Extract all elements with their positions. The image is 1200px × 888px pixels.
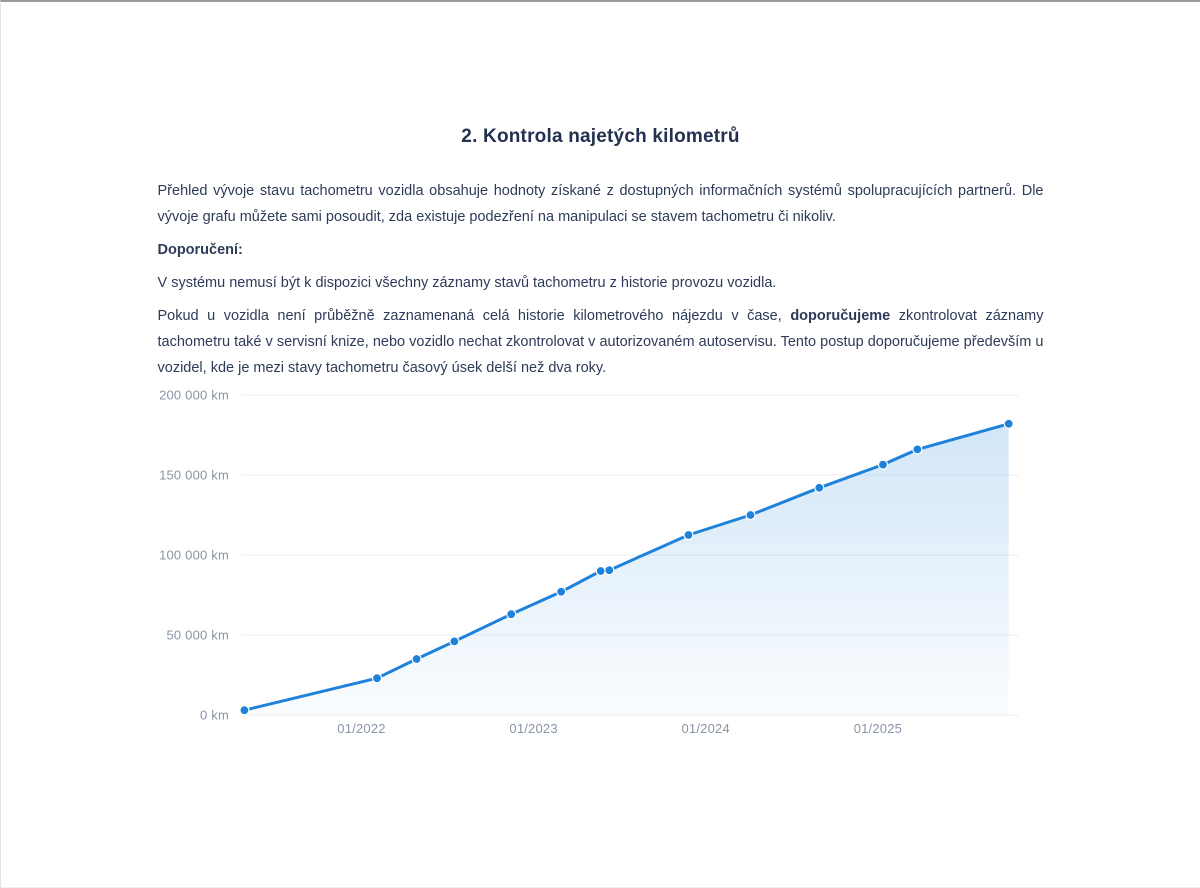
advice-paragraph: Pokud u vozidla není průběžně zaznamenan… bbox=[158, 303, 1044, 381]
data-point: 05/2023: 90000 km bbox=[595, 565, 606, 577]
y-axis-tick-label: 50 000 km bbox=[166, 628, 229, 643]
data-point: 07/2022: 46000 km bbox=[448, 636, 459, 647]
advice-text-2: zkontrolovat záznamy tachometru také v s… bbox=[157, 308, 1044, 376]
section-title: 2. Kontrola najetých kilometrů bbox=[461, 126, 740, 147]
data-point: 04/2022: 35000 km bbox=[411, 653, 422, 665]
odometer-history-chart: 0 km 50 000 km 100 000 km 150 000 km 200 000… bbox=[151, 388, 1044, 753]
data-point: 08/2024: 142000 km bbox=[813, 482, 824, 493]
data-point: 02/2022: 23000 km bbox=[371, 673, 382, 684]
x-axis-tick-label: 01/2023 bbox=[509, 721, 557, 736]
data-point: 11/2022: 63000 km bbox=[505, 609, 516, 620]
y-axis-tick-label: 0 km bbox=[200, 708, 229, 723]
data-point: 02/2023: 77000 km bbox=[555, 586, 566, 597]
note-paragraph: V systému nemusí být k dispozici všechny… bbox=[157, 275, 777, 291]
odometer-line-chart-svg: 0 km 50 000 km 100 000 km 150 000 km 200 000… bbox=[159, 388, 1019, 736]
intro-paragraph: Přehled vývoje stavu tachometru vozidla … bbox=[157, 183, 1044, 225]
recommendation-heading: Doporučení: bbox=[157, 242, 243, 258]
advice-text-1: Pokud u vozidla není průběžně zaznamenan… bbox=[157, 308, 791, 324]
report-section-mileage-check: 2. Kontrola najetých kilometrů Přehled v… bbox=[158, 2, 1044, 753]
area-fill bbox=[243, 423, 1009, 715]
x-axis-tick-label: 01/2024 bbox=[681, 721, 729, 736]
advice-bold: doporučujeme bbox=[790, 308, 891, 324]
x-axis-tick-label: 01/2025 bbox=[853, 721, 901, 736]
data-point: 04/2024: 125000 km bbox=[744, 509, 756, 521]
y-axis-tick-label: 200 000 km bbox=[159, 388, 229, 403]
data-point: 01/2025: 156500 km bbox=[877, 459, 888, 470]
data-point: 06/2023: 90500 km bbox=[603, 565, 614, 576]
data-point: 10/2025: 182000 km bbox=[1003, 418, 1014, 429]
x-axis-tick-label: 01/2022 bbox=[337, 721, 385, 736]
data-point: 05/2021: 3000 km bbox=[238, 705, 250, 716]
data-point: 04/2025: 166000 km bbox=[911, 444, 923, 455]
y-axis-tick-label: 100 000 km bbox=[159, 548, 229, 563]
y-axis-tick-label: 150 000 km bbox=[159, 468, 229, 483]
data-point: 11/2023: 112500 km bbox=[682, 529, 694, 541]
